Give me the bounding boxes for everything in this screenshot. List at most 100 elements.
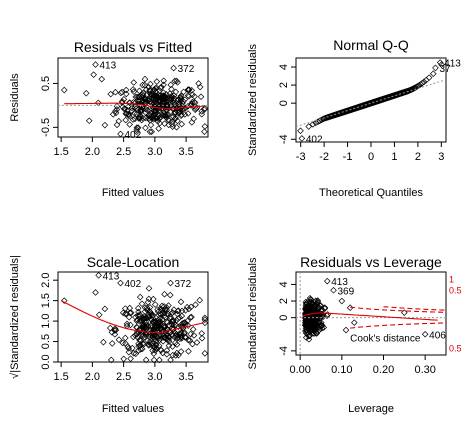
y-tick-label: -4 (278, 134, 290, 144)
x-axis-label: Fitted values (102, 187, 165, 199)
data-point (297, 127, 304, 135)
data-point (189, 326, 197, 333)
point-label: 369 (338, 286, 355, 297)
points (301, 277, 429, 343)
data-point (131, 109, 138, 117)
data-point (152, 85, 159, 92)
data-point (316, 117, 324, 125)
data-point (134, 316, 141, 324)
data-point (146, 86, 154, 94)
data-point (158, 83, 165, 91)
y-tick-label: 2.0 (40, 273, 52, 288)
data-point (123, 90, 130, 98)
data-point (135, 347, 142, 354)
y-tick-label: 0.5 (40, 76, 52, 91)
data-point (131, 115, 139, 123)
data-point (127, 309, 135, 317)
data-point (153, 115, 161, 122)
data-point (438, 61, 445, 68)
data-point (139, 104, 146, 112)
data-point (148, 128, 155, 136)
y-tick-label: 2 (278, 298, 290, 304)
data-point (421, 330, 429, 338)
data-point (108, 340, 116, 347)
data-point (143, 91, 150, 98)
point-label: 402 (125, 130, 142, 141)
x-tick-label: 0.10 (331, 364, 352, 376)
data-point (188, 87, 196, 94)
data-point (177, 298, 185, 306)
y-tick-label: 2 (278, 82, 290, 88)
data-point (165, 342, 173, 349)
data-point (178, 111, 185, 118)
data-point (163, 350, 171, 358)
data-point (154, 334, 162, 341)
data-point (184, 322, 192, 329)
data-point (170, 306, 178, 313)
data-point (135, 308, 142, 316)
data-point (119, 339, 127, 347)
y-tick-label: 4 (278, 64, 290, 70)
data-point (174, 108, 181, 115)
data-point (122, 86, 130, 94)
data-point (106, 324, 114, 332)
data-point (159, 94, 166, 102)
data-point (436, 59, 444, 66)
data-point (113, 106, 121, 113)
data-point (178, 120, 185, 128)
data-point (136, 311, 144, 318)
data-point (140, 321, 148, 329)
data-point (178, 312, 186, 320)
data-point (136, 87, 143, 95)
data-point (82, 89, 90, 97)
data-point (122, 334, 129, 342)
data-point (177, 93, 184, 101)
data-point (186, 337, 194, 344)
x-tick-label: 3.5 (178, 146, 193, 158)
data-point (101, 121, 109, 129)
data-point (165, 121, 173, 129)
data-point (171, 333, 178, 341)
data-point (150, 111, 157, 119)
point-label: 402 (125, 279, 142, 290)
x-tick-label: 3.0 (147, 371, 162, 383)
data-point (150, 356, 158, 364)
data-point (139, 81, 146, 89)
data-point (323, 277, 331, 285)
data-point (138, 300, 146, 308)
data-point (142, 124, 149, 132)
data-point (303, 320, 311, 328)
data-point (175, 110, 182, 117)
data-point (165, 333, 172, 341)
data-point (188, 313, 195, 321)
data-point (142, 328, 150, 336)
data-point (170, 94, 178, 102)
point-label: 402 (306, 134, 323, 145)
data-point (109, 111, 117, 118)
data-point (318, 313, 326, 320)
panel-title: Residuals vs Leverage (300, 254, 442, 270)
plot-frame (295, 271, 447, 356)
data-point (115, 336, 123, 343)
point-label: 372 (175, 279, 192, 290)
data-point (420, 78, 428, 86)
data-point (314, 297, 321, 304)
data-point (309, 121, 317, 128)
data-point (134, 93, 141, 101)
data-point (179, 100, 186, 107)
points (60, 61, 209, 138)
data-point (425, 74, 433, 81)
data-point (317, 323, 325, 330)
data-point (136, 312, 143, 320)
data-point (163, 335, 170, 343)
data-point (144, 107, 151, 114)
data-point (312, 320, 320, 327)
y-axis-label: Residuals (9, 73, 21, 122)
data-point (201, 123, 209, 130)
data-point (157, 91, 165, 99)
x-tick-label: 2.5 (116, 371, 131, 383)
data-point (351, 319, 358, 326)
cook-distance-contour (350, 306, 447, 313)
data-point (307, 296, 314, 303)
data-point (187, 330, 194, 338)
